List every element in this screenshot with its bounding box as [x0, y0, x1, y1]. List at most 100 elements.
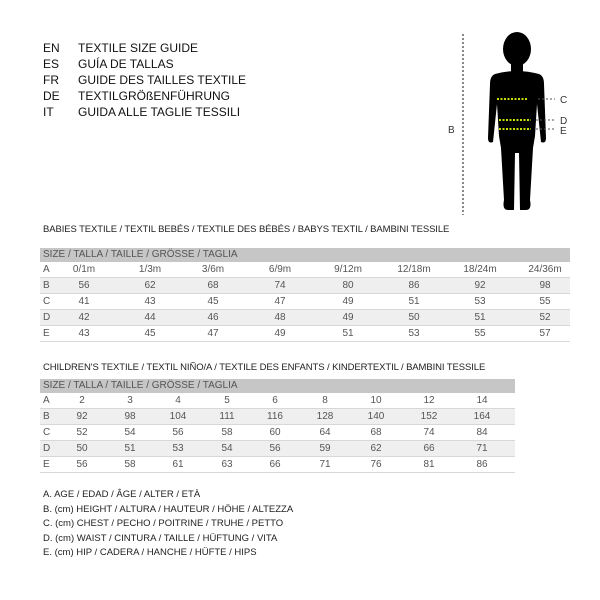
- body-measurement-figure: B C D E: [448, 32, 567, 215]
- title-text: TEXTILGRÖßENFÜHRUNG: [78, 89, 231, 103]
- table-cell: 49: [274, 328, 286, 339]
- table-cell: 53: [474, 296, 486, 307]
- table-cell: 62: [144, 280, 156, 291]
- table-cell: 47: [207, 328, 219, 339]
- table-cell: 58: [221, 427, 233, 438]
- table-cell: 80: [342, 280, 354, 291]
- table-cell: 61: [172, 459, 184, 470]
- table-cell: 12/18m: [397, 264, 431, 275]
- table-cell: 84: [476, 427, 488, 438]
- table-cell: 49: [342, 312, 354, 323]
- table-cell: 55: [474, 328, 486, 339]
- title-line: ES GUÍA DE TALLAS: [43, 56, 174, 72]
- row-label: B: [43, 411, 50, 422]
- table-row: C 52 54 56 58 60 64 68 74 84: [40, 425, 515, 441]
- table-cell: 53: [172, 443, 184, 454]
- table-cell: 48: [274, 312, 286, 323]
- table-cell: 50: [408, 312, 420, 323]
- table-cell: 52: [539, 312, 551, 323]
- title-line: IT GUIDA ALLE TAGLIE TESSILI: [43, 104, 240, 120]
- measurement-legend: A. AGE / EDAD / ÂGE / ALTER / ETÀ B. (cm)…: [43, 488, 293, 561]
- table-cell: 71: [476, 443, 488, 454]
- table-cell: 6: [272, 395, 278, 406]
- table-cell: 1/3m: [138, 264, 162, 275]
- table-cell: 140: [367, 411, 385, 422]
- table-cell: 3/6m: [201, 264, 225, 275]
- table-cell: 49: [342, 296, 354, 307]
- table-cell: 6/9m: [268, 264, 292, 275]
- table-cell: 9/12m: [334, 264, 362, 275]
- table-cell: 98: [539, 280, 551, 291]
- babies-section-title: BABIES TEXTILE / TEXTIL BEBÉS / TEXTILE …: [43, 224, 450, 235]
- table-cell: 74: [274, 280, 286, 291]
- title-line: EN TEXTILE SIZE GUIDE: [43, 40, 198, 56]
- table-header: SIZE / TALLA / TAILLE / GRÖSSE / TAGLIA: [40, 248, 570, 262]
- title-text: GUÍA DE TALLAS: [78, 57, 174, 71]
- table-cell: 44: [144, 312, 156, 323]
- table-cell: 51: [124, 443, 136, 454]
- table-cell: 57: [539, 328, 551, 339]
- table-cell: 116: [267, 411, 283, 422]
- table-cell: 56: [269, 443, 281, 454]
- legend-item: A. AGE / EDAD / ÂGE / ALTER / ETÀ: [43, 489, 201, 500]
- table-row: B 56 62 68 74 80 86 92 98: [40, 278, 570, 294]
- table-row: E 56 58 61 63 66 71 76 81 86: [40, 457, 515, 473]
- title-text: GUIDA ALLE TAGLIE TESSILI: [78, 105, 241, 119]
- table-row: A 2 3 4 5 6 8 10 12 14: [40, 393, 515, 409]
- table-cell: 10: [370, 395, 382, 406]
- table-cell: 76: [370, 459, 382, 470]
- table-cell: 41: [78, 296, 90, 307]
- table-row: D 42 44 46 48 49 50 51 52: [40, 310, 570, 326]
- title-text: GUIDE DES TAILLES TEXTILE: [78, 73, 247, 87]
- table-cell: 46: [207, 312, 219, 323]
- table-row: D 50 51 53 54 56 59 62 66 71: [40, 441, 515, 457]
- table-cell: 50: [76, 443, 88, 454]
- table-cell: 2: [79, 395, 85, 406]
- language-code: EN: [43, 41, 60, 55]
- table-cell: 56: [78, 280, 90, 291]
- waist-label: D: [560, 116, 567, 127]
- language-code: IT: [43, 105, 54, 119]
- table-cell: 42: [78, 312, 90, 323]
- table-cell: 43: [78, 328, 90, 339]
- language-code: DE: [43, 89, 60, 103]
- table-cell: 164: [473, 411, 491, 422]
- table-cell: 98: [124, 411, 136, 422]
- table-cell: 66: [269, 459, 281, 470]
- table-row: E 43 45 47 49 51 53 55 57: [40, 326, 570, 342]
- chest-label: C: [560, 95, 567, 106]
- table-cell: 92: [76, 411, 88, 422]
- table-cell: 128: [316, 411, 334, 422]
- table-cell: 0/1m: [72, 264, 96, 275]
- table-cell: 66: [423, 443, 435, 454]
- table-cell: 3: [127, 395, 133, 406]
- table-cell: 152: [420, 411, 438, 422]
- row-label: C: [43, 427, 51, 438]
- measure-lines: [497, 98, 531, 130]
- table-cell: 51: [342, 328, 354, 339]
- table-cell: 51: [408, 296, 420, 307]
- table-cell: 54: [124, 427, 136, 438]
- table-cell: 74: [423, 427, 435, 438]
- row-label: A: [43, 264, 50, 275]
- table-header: SIZE / TALLA / TAILLE / GRÖSSE / TAGLIA: [40, 379, 515, 393]
- table-cell: 12: [423, 395, 435, 406]
- table-cell: 59: [319, 443, 331, 454]
- table-cell: 56: [172, 427, 184, 438]
- row-label: E: [43, 328, 50, 339]
- table-cell: 54: [221, 443, 233, 454]
- table-cell: 24/36m: [528, 264, 562, 275]
- table-row: C 41 43 45 47 49 51 53 55: [40, 294, 570, 310]
- table-row: A 0/1m 1/3m 3/6m 6/9m 9/12m 12/18m 18/24m 24/36m: [40, 262, 570, 278]
- table-cell: 86: [476, 459, 488, 470]
- table-cell: 111: [219, 411, 235, 422]
- title-line: DE TEXTILGRÖßENFÜHRUNG: [43, 88, 230, 104]
- table-cell: 64: [319, 427, 331, 438]
- table-cell: 56: [76, 459, 88, 470]
- child-silhouette: [488, 32, 546, 210]
- children-section-title: CHILDREN'S TEXTILE / TEXTIL NIÑO/A / TEX…: [43, 362, 486, 373]
- table-cell: 71: [319, 459, 331, 470]
- table-cell: 51: [474, 312, 486, 323]
- row-label: D: [43, 312, 51, 323]
- legend-item: E. (cm) HIP / CADERA / HANCHE / HÜFTE / …: [43, 547, 257, 558]
